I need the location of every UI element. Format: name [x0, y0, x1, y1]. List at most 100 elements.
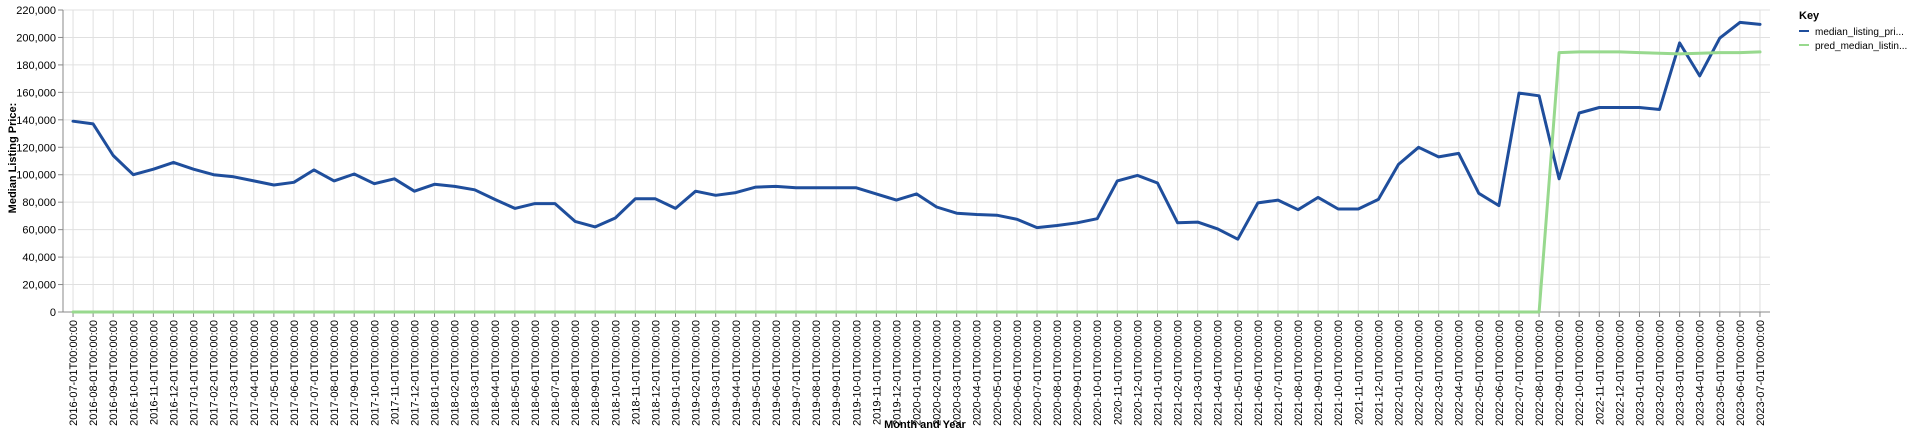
- x-axis: 2016-07-01T00:00:00 2016-08-01T00:00:00 20…: [63, 311, 1770, 426]
- x-tick-label: 2017-04-01T00:00:00: [249, 320, 261, 426]
- x-tick-label: 2019-04-01T00:00:00: [731, 320, 743, 426]
- x-tick-label: 2021-10-01T00:00:00: [1333, 320, 1345, 426]
- x-tick-label: 2016-11-01T00:00:00: [148, 320, 160, 425]
- x-tick-label: 2017-09-01T00:00:00: [349, 320, 361, 426]
- x-tick-label: 2016-09-01T00:00:00: [108, 320, 120, 426]
- x-tick-label: 2017-11-01T00:00:00: [389, 320, 401, 425]
- x-tick-label: 2023-01-01T00:00:00: [1634, 320, 1646, 426]
- y-tick-label: 200,000: [16, 32, 56, 44]
- y-tick-label: 100,000: [16, 170, 56, 182]
- x-tick-label: 2020-05-01T00:00:00: [992, 320, 1004, 426]
- x-tick-label: 2023-06-01T00:00:00: [1735, 320, 1747, 426]
- x-tick-label: 2021-05-01T00:00:00: [1233, 320, 1245, 426]
- x-tick-label: 2021-01-01T00:00:00: [1152, 320, 1164, 426]
- x-tick-label: 2017-01-01T00:00:00: [189, 320, 201, 426]
- x-tick-label: 2019-06-01T00:00:00: [771, 320, 783, 426]
- x-tick-label: 2019-11-01T00:00:00: [871, 320, 883, 425]
- x-tick-label: 2020-08-01T00:00:00: [1052, 320, 1064, 426]
- x-tick-label: 2016-08-01T00:00:00: [88, 320, 100, 426]
- x-tick-label: 2022-01-01T00:00:00: [1393, 320, 1405, 426]
- x-tick-label: 2018-04-01T00:00:00: [490, 320, 502, 426]
- x-tick-label: 2022-10-01T00:00:00: [1574, 320, 1586, 426]
- x-tick-label: 2020-01-01T00:00:00: [912, 320, 924, 426]
- x-tick-label: 2022-08-01T00:00:00: [1534, 320, 1546, 426]
- series-line-2: [71, 50, 1762, 314]
- y-tick-label: 140,000: [16, 115, 56, 127]
- legend-title: Key: [1799, 10, 1820, 22]
- x-tick-label: 2017-02-01T00:00:00: [209, 320, 221, 426]
- x-tick-label: 2019-09-01T00:00:00: [831, 320, 843, 426]
- x-tick-label: 2021-04-01T00:00:00: [1213, 320, 1225, 426]
- x-tick-label: 2019-02-01T00:00:00: [691, 320, 703, 426]
- x-tick-label: 2016-07-01T00:00:00: [68, 320, 80, 426]
- y-axis-title: Median Listing Price:: [7, 103, 19, 214]
- x-tick-label: 2021-08-01T00:00:00: [1293, 320, 1305, 426]
- series-line-1: [71, 20, 1762, 241]
- x-tick-label: 2018-09-01T00:00:00: [590, 320, 602, 426]
- x-tick-label: 2017-10-01T00:00:00: [369, 320, 381, 426]
- y-tick-label: 180,000: [16, 60, 56, 72]
- x-tick-label: 2020-02-01T00:00:00: [932, 320, 944, 426]
- x-tick-label: 2021-03-01T00:00:00: [1193, 320, 1205, 426]
- x-tick-label: 2020-06-01T00:00:00: [1012, 320, 1024, 426]
- x-tick-label: 2021-12-01T00:00:00: [1373, 320, 1385, 426]
- x-tick-label: 2018-06-01T00:00:00: [530, 320, 542, 426]
- x-tick-label: 2019-01-01T00:00:00: [671, 320, 683, 426]
- x-tick-label: 2021-11-01T00:00:00: [1353, 320, 1365, 425]
- x-tick-label: 2020-12-01T00:00:00: [1132, 320, 1144, 426]
- x-tick-label: 2018-07-01T00:00:00: [550, 320, 562, 426]
- x-tick-label: 2018-05-01T00:00:00: [510, 320, 522, 426]
- x-tick-label: 2023-05-01T00:00:00: [1715, 320, 1727, 426]
- x-tick-label: 2019-05-01T00:00:00: [751, 320, 763, 426]
- x-tick-label: 2022-04-01T00:00:00: [1454, 320, 1466, 426]
- x-tick-label: 2018-01-01T00:00:00: [430, 320, 442, 426]
- x-tick-label: 2017-12-01T00:00:00: [409, 320, 421, 426]
- x-tick-label: 2018-10-01T00:00:00: [610, 320, 622, 426]
- x-tick-label: 2021-06-01T00:00:00: [1253, 320, 1265, 426]
- x-tick-label: 2022-06-01T00:00:00: [1494, 320, 1506, 426]
- x-tick-label: 2022-09-01T00:00:00: [1554, 320, 1566, 426]
- x-tick-label: 2023-03-01T00:00:00: [1675, 320, 1687, 426]
- x-tick-label: 2017-08-01T00:00:00: [329, 320, 341, 426]
- x-tick-label: 2018-03-01T00:00:00: [470, 320, 482, 426]
- x-tick-label: 2020-04-01T00:00:00: [972, 320, 984, 426]
- x-tick-label: 2022-11-01T00:00:00: [1594, 320, 1606, 425]
- x-tick-label: 2019-10-01T00:00:00: [851, 320, 863, 426]
- x-tick-label: 2022-05-01T00:00:00: [1474, 320, 1486, 426]
- x-tick-label: 2022-02-01T00:00:00: [1414, 320, 1426, 426]
- x-tick-label: 2023-02-01T00:00:00: [1655, 320, 1667, 426]
- x-tick-label: 2019-07-01T00:00:00: [791, 320, 803, 426]
- x-tick-label: 2021-02-01T00:00:00: [1173, 320, 1185, 426]
- x-tick-label: 2023-07-01T00:00:00: [1755, 320, 1767, 426]
- x-tick-label: 2019-12-01T00:00:00: [891, 320, 903, 426]
- x-tick-label: 2022-07-01T00:00:00: [1514, 320, 1526, 426]
- y-tick-label: 80,000: [22, 197, 56, 209]
- y-tick-label: 0: [50, 307, 56, 319]
- x-tick-label: 2018-08-01T00:00:00: [570, 320, 582, 426]
- legend-label: median_listing_pri...: [1815, 27, 1904, 38]
- x-tick-label: 2020-09-01T00:00:00: [1072, 320, 1084, 426]
- x-tick-label: 2019-03-01T00:00:00: [711, 320, 723, 426]
- x-tick-label: 2023-04-01T00:00:00: [1695, 320, 1707, 426]
- x-tick-label: 2019-08-01T00:00:00: [811, 320, 823, 426]
- y-axis: 0 20,000 40,000 60,000 80,000 100,000 120,000 1…: [16, 5, 64, 319]
- x-tick-label: 2021-09-01T00:00:00: [1313, 320, 1325, 426]
- x-tick-label: 2016-12-01T00:00:00: [168, 320, 180, 426]
- x-tick-label: 2020-07-01T00:00:00: [1032, 320, 1044, 426]
- legend-label: pred_median_listin...: [1815, 41, 1907, 52]
- x-axis-title: Month and Year: [884, 419, 966, 431]
- gridlines: [63, 9, 1770, 313]
- x-tick-label: 2022-03-01T00:00:00: [1434, 320, 1446, 426]
- x-tick-label: 2017-07-01T00:00:00: [309, 320, 321, 426]
- x-tick-label: 2017-05-01T00:00:00: [269, 320, 281, 426]
- x-tick-label: 2020-10-01T00:00:00: [1092, 320, 1104, 426]
- x-tick-label: 2020-03-01T00:00:00: [952, 320, 964, 426]
- x-tick-label: 2016-10-01T00:00:00: [128, 320, 140, 426]
- y-tick-label: 220,000: [16, 5, 56, 17]
- x-tick-label: 2018-12-01T00:00:00: [650, 320, 662, 426]
- y-tick-label: 40,000: [22, 252, 56, 264]
- x-tick-label: 2017-06-01T00:00:00: [289, 320, 301, 426]
- y-tick-label: 60,000: [22, 225, 56, 237]
- x-tick-label: 2021-07-01T00:00:00: [1273, 320, 1285, 426]
- series-layer: [71, 20, 1762, 314]
